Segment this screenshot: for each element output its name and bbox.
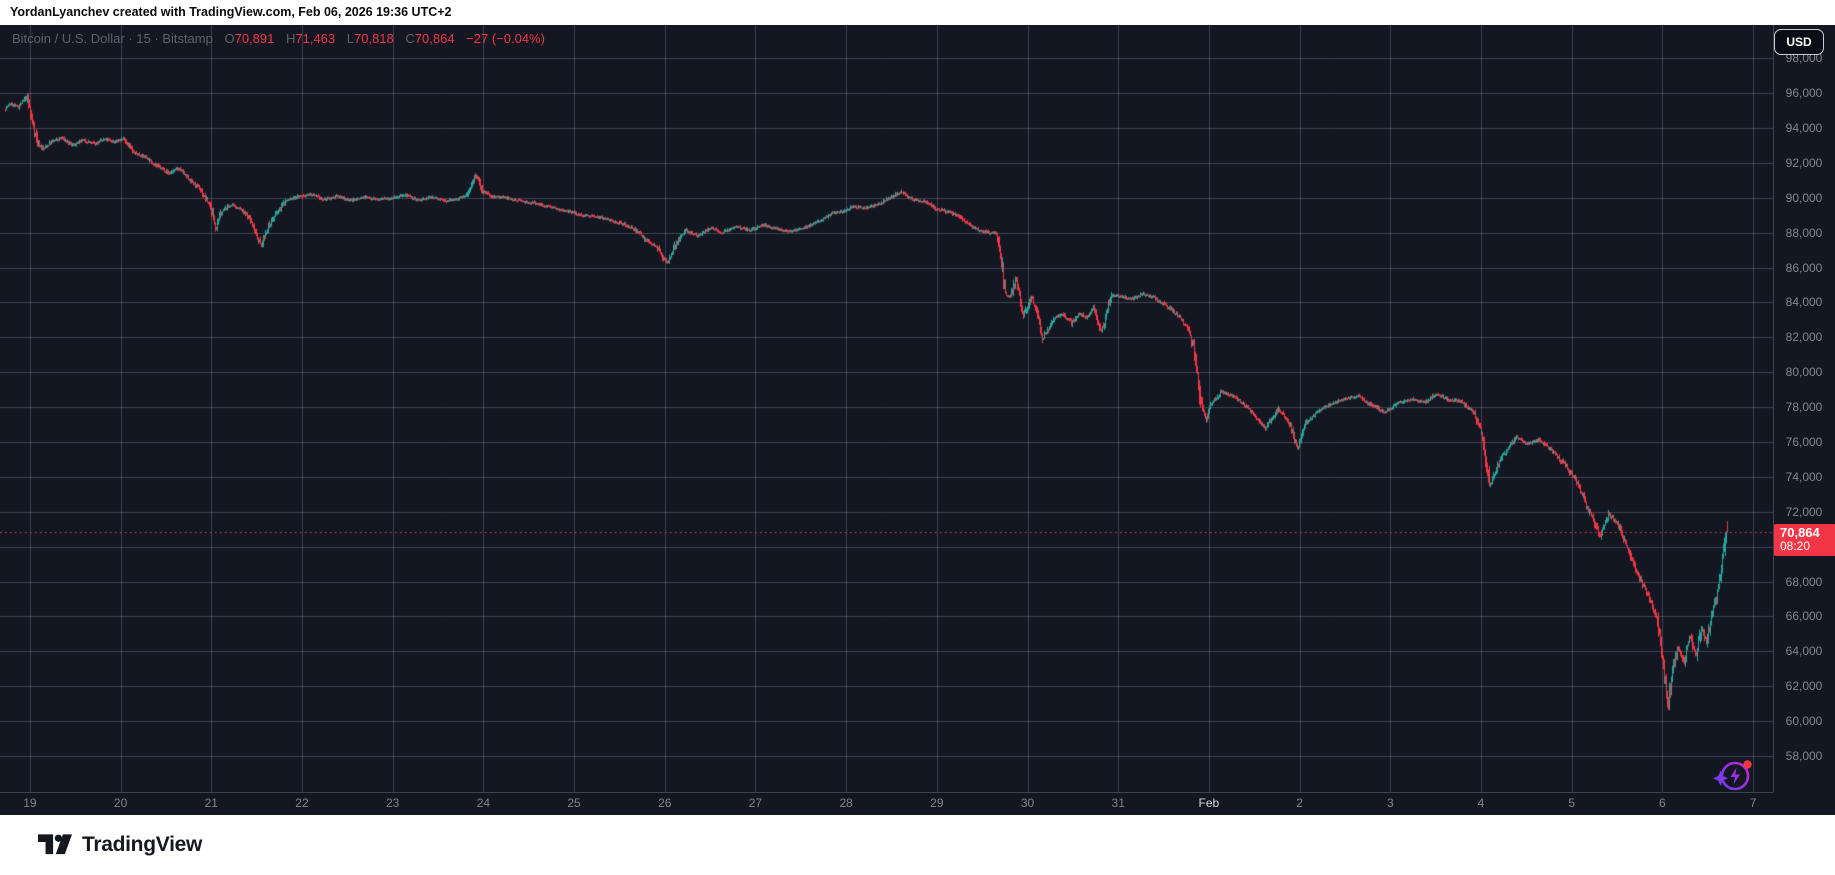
price-tick-label: 86,000 (1785, 260, 1823, 275)
time-tick-label: 3 (1386, 796, 1394, 810)
price-tick-label: 78,000 (1785, 400, 1823, 415)
price-tick-label: 88,000 (1785, 225, 1823, 240)
price-tick-label: 82,000 (1785, 330, 1823, 345)
ohlc-high-value: 71,463 (295, 31, 336, 46)
time-tick-label: 23 (386, 796, 400, 810)
price-tick-label: 66,000 (1785, 609, 1823, 624)
price-tick-label: 64,000 (1785, 644, 1823, 659)
time-tick-label: 25 (567, 796, 581, 810)
time-tick-label: 6 (1659, 796, 1666, 810)
price-tick-label: 60,000 (1785, 714, 1823, 729)
tradingview-brand[interactable]: TradingView (38, 829, 202, 861)
time-tick-label: 22 (295, 796, 309, 810)
badge-red-dot (1743, 760, 1752, 769)
symbol-title[interactable]: Bitcoin / U.S. Dollar · 15 · Bitstamp (12, 31, 213, 46)
chart-header: Bitcoin / U.S. Dollar · 15 · Bitstamp O7… (12, 30, 545, 48)
time-tick-label: Feb (1198, 796, 1220, 810)
attribution-bar: YordanLyanchev created with TradingView.… (0, 0, 1835, 25)
price-tick-label: 68,000 (1785, 574, 1823, 589)
time-tick-label: 27 (748, 796, 763, 810)
ohlc-open-label: O (224, 31, 235, 46)
attribution-text: YordanLyanchev created with TradingView.… (10, 5, 452, 19)
countdown-timer: 08:20 (1780, 538, 1811, 553)
ohlc-close-value: 70,864 (414, 31, 455, 46)
current-price-value: 70,864 (1780, 524, 1820, 540)
time-tick-label: 31 (1111, 796, 1125, 810)
price-tick-label: 80,000 (1785, 365, 1823, 380)
price-tick-label: 58,000 (1785, 749, 1823, 764)
time-tick-label: 19 (23, 796, 37, 810)
price-axis[interactable]: 70,864 08:20 98,000 96,000 94,000 92,000 90,… (1773, 25, 1835, 792)
candlestick-chart-canvas[interactable] (0, 25, 1773, 792)
time-tick-label: 21 (204, 796, 218, 810)
time-tick-label: 4 (1477, 796, 1485, 810)
price-tick-label: 76,000 (1785, 434, 1823, 449)
change-value: −27 (−0.04%) (466, 31, 545, 46)
current-price-label: 70,864 08:20 (1774, 523, 1835, 556)
price-tick-label: 92,000 (1785, 155, 1823, 170)
ohlc-high-label: H (285, 31, 296, 46)
price-tick-label: 72,000 (1785, 504, 1823, 519)
price-tick-label: 62,000 (1785, 679, 1823, 694)
time-tick-label: 20 (113, 796, 128, 810)
ohlc-open-value: 70,891 (234, 31, 275, 46)
price-tick-label: 90,000 (1785, 190, 1823, 205)
time-tick-label: 5 (1568, 796, 1575, 810)
chart-region: Bitcoin / U.S. Dollar · 15 · Bitstamp O7… (0, 25, 1835, 815)
ohlc-low-value: 70,818 (354, 31, 394, 46)
price-tick-label: 74,000 (1785, 469, 1823, 484)
sparkle-icon (1712, 770, 1729, 786)
time-tick-label: 7 (1749, 796, 1757, 810)
footer-bar: TradingView (0, 815, 1835, 875)
time-tick-label: 28 (839, 796, 853, 810)
lightning-bolt-icon (1730, 767, 1740, 785)
time-tick-label: 26 (658, 796, 672, 810)
time-tick-label: 30 (1020, 796, 1035, 810)
ohlc-low-label: L (346, 31, 354, 46)
tradingview-logo-icon (38, 834, 72, 855)
price-tick-label: 94,000 (1785, 120, 1823, 135)
tradingview-brand-text: TradingView (82, 833, 203, 856)
time-tick-label: 29 (930, 796, 944, 810)
time-axis[interactable]: 19 20 21 22 23 24 25 26 27 28 29 30 31 Feb 2 3 4 5 6 7 (0, 792, 1773, 816)
time-tick-label: 2 (1296, 796, 1303, 810)
price-tick-label: 96,000 (1785, 86, 1823, 101)
currency-toggle-button[interactable]: USD (1774, 29, 1824, 55)
ohlc-close-label: C (405, 31, 415, 46)
flash-circle-icon (1712, 760, 1752, 791)
time-tick-label: 24 (476, 796, 491, 810)
price-tick-label: 84,000 (1785, 295, 1823, 310)
news-flash-badge[interactable] (1712, 754, 1758, 796)
